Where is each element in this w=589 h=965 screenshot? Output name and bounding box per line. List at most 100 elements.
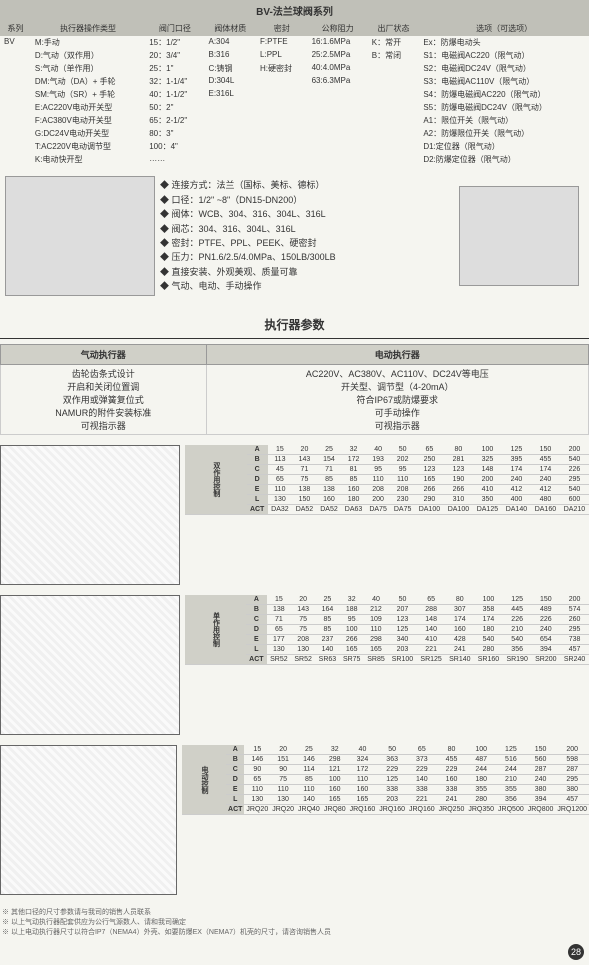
footnotes: ※ 其他口径的尺寸参数请与我司的销售人员联系※ 以上气动执行器配套供应为公行气源… xyxy=(0,905,589,939)
spec-cell: 63:6.3MPa xyxy=(308,75,368,88)
dim-cell: 40 xyxy=(366,445,391,455)
dim-cell: 240 xyxy=(531,625,560,635)
dim-cell: 75 xyxy=(291,625,315,635)
dim-cell: 32 xyxy=(322,745,348,755)
dim-cell: 25 xyxy=(317,445,342,455)
dim-cell: 140 xyxy=(315,645,339,655)
dim-cell: SR85 xyxy=(364,655,388,665)
dim-cell: 50 xyxy=(388,595,417,605)
dim-cell: E xyxy=(226,785,244,795)
dim-cell: 280 xyxy=(466,795,496,805)
table-group-label: 单作用控制 xyxy=(185,595,246,665)
dim-cell: 148 xyxy=(473,465,502,475)
dim-cell: 71 xyxy=(267,615,291,625)
dim-cell: 240 xyxy=(531,475,560,485)
dim-cell: 146 xyxy=(244,755,270,765)
dim-cell: JRQ350 xyxy=(466,805,496,815)
spec-cell xyxy=(256,140,308,153)
dim-cell: 394 xyxy=(531,645,560,655)
dim-cell: 172 xyxy=(341,455,366,465)
dim-cell: C xyxy=(247,465,268,475)
dim-cell: 160 xyxy=(322,785,348,795)
dim-cell: 174 xyxy=(531,465,560,475)
dim-cell: 130 xyxy=(268,495,293,505)
dim-cell: 310 xyxy=(444,495,473,505)
dim-cell: DA125 xyxy=(473,505,502,515)
dim-cell: 146 xyxy=(296,755,322,765)
spec-cell: 50：2" xyxy=(145,101,204,114)
dim-cell: JRQ800 xyxy=(526,805,556,815)
dim-cell: 654 xyxy=(531,635,560,645)
spec-cell: 15：1/2" xyxy=(145,36,204,49)
product-image-left xyxy=(5,176,155,296)
data-section: 双作用控制A1520253240506580100125150200B11314… xyxy=(0,445,589,585)
dim-cell: DA160 xyxy=(531,505,560,515)
dim-cell: 45 xyxy=(268,465,293,475)
dim-cell: 100 xyxy=(466,745,496,755)
dim-cell: SR52 xyxy=(267,655,291,665)
dim-cell: E xyxy=(246,635,267,645)
product-image-right xyxy=(459,186,579,286)
dim-cell: 114 xyxy=(296,765,322,775)
spec-cell: F:PTFE xyxy=(256,36,308,49)
spec-cell xyxy=(204,101,256,114)
dim-cell: 428 xyxy=(445,635,474,645)
dim-cell: 240 xyxy=(502,475,531,485)
dim-cell: 164 xyxy=(315,605,339,615)
dim-cell: 295 xyxy=(560,475,589,485)
dim-cell: 81 xyxy=(341,465,366,475)
dim-cell: 85 xyxy=(315,625,339,635)
technical-diagram xyxy=(0,745,177,895)
spec-col-header: 阀门口径 xyxy=(145,21,204,36)
dim-cell: L xyxy=(246,645,267,655)
spec-cell xyxy=(308,88,368,101)
spec-cell xyxy=(0,127,31,140)
dim-cell: 125 xyxy=(502,445,531,455)
spec-cell: 20：3/4" xyxy=(145,49,204,62)
dim-cell: 412 xyxy=(502,485,531,495)
feature-item: 直接安装、外观美观、质量可靠 xyxy=(160,265,459,279)
dim-cell: 85 xyxy=(341,475,366,485)
dim-cell: 560 xyxy=(526,755,556,765)
dim-cell: 20 xyxy=(291,595,315,605)
dim-cell: 110 xyxy=(364,625,388,635)
dim-cell: L xyxy=(226,795,244,805)
exec-line: 双作用或弹簧复位式 xyxy=(3,393,204,406)
spec-cell: …… xyxy=(145,153,204,166)
spec-cell: 100：4" xyxy=(145,140,204,153)
dim-cell: 125 xyxy=(503,595,532,605)
dim-cell: 338 xyxy=(437,785,467,795)
dim-cell: 75 xyxy=(291,615,315,625)
dim-cell: JRQ500 xyxy=(496,805,526,815)
page-number: 28 xyxy=(568,944,584,960)
dim-cell: 150 xyxy=(531,445,560,455)
dim-cell: 110 xyxy=(366,475,391,485)
note-line: ※ 以上电动执行器尺寸以符合IP7（NEMA4）外壳、如要防爆EX（NEMA7）… xyxy=(2,927,587,937)
dim-cell: 165 xyxy=(348,795,378,805)
dim-cell: 373 xyxy=(407,755,437,765)
spec-cell: 40：1-1/2" xyxy=(145,88,204,101)
dim-cell: 356 xyxy=(496,795,526,805)
spec-cell xyxy=(256,75,308,88)
dim-cell: 138 xyxy=(292,485,317,495)
spec-cell: Ex：防爆电动头 xyxy=(419,36,589,49)
dim-cell: 85 xyxy=(296,775,322,785)
dim-cell: 212 xyxy=(364,605,388,615)
dim-cell: 150 xyxy=(526,745,556,755)
dim-cell: 80 xyxy=(445,595,474,605)
spec-cell: 32：1-1/4" xyxy=(145,75,204,88)
dim-cell: 226 xyxy=(503,615,532,625)
exec-line: 可手动操作 xyxy=(209,406,586,419)
dim-cell: 15 xyxy=(267,595,291,605)
dim-cell: 221 xyxy=(417,645,446,655)
exec-section-title: 执行器参数 xyxy=(0,311,589,339)
dim-cell: 208 xyxy=(390,485,415,495)
dim-cell: 295 xyxy=(555,775,589,785)
dim-cell: 100 xyxy=(340,625,364,635)
spec-cell xyxy=(204,114,256,127)
dim-cell: 90 xyxy=(244,765,270,775)
dim-cell: 338 xyxy=(407,785,437,795)
spec-cell: 40:4.0MPa xyxy=(308,62,368,75)
dim-cell: ACT xyxy=(226,805,244,815)
dim-cell: 65 xyxy=(268,475,293,485)
